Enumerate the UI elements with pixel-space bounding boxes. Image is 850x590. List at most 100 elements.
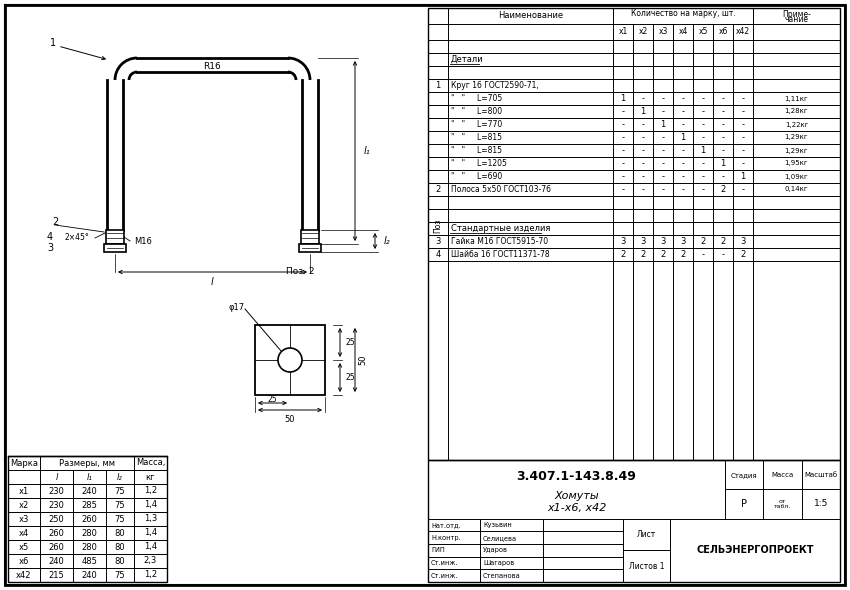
Text: 1: 1 (50, 38, 56, 48)
Text: -: - (741, 159, 745, 168)
Text: 1:5: 1:5 (813, 499, 828, 509)
Text: -: - (682, 159, 684, 168)
Text: -: - (701, 250, 705, 259)
Text: -: - (741, 146, 745, 155)
Text: -: - (621, 133, 625, 142)
Text: -: - (722, 172, 724, 181)
Text: -: - (722, 250, 724, 259)
Text: 1,4: 1,4 (144, 500, 157, 510)
Text: 485: 485 (82, 556, 98, 565)
Text: -: - (621, 120, 625, 129)
Text: R16: R16 (204, 63, 221, 71)
Text: Степанова: Степанова (483, 573, 521, 579)
Text: -: - (621, 107, 625, 116)
Text: -: - (642, 133, 644, 142)
Text: -: - (661, 133, 665, 142)
Bar (428, 460, 840, 582)
Text: 260: 260 (48, 529, 65, 537)
Text: 2×45°: 2×45° (65, 234, 89, 242)
Text: х2: х2 (638, 28, 648, 37)
Text: 1,95кг: 1,95кг (785, 160, 808, 166)
Text: -: - (661, 172, 665, 181)
Text: х6: х6 (19, 556, 29, 565)
Text: х2: х2 (19, 500, 29, 510)
Text: "   "     L=770: " " L=770 (451, 120, 502, 129)
Text: Количество на марку, шт.: Количество на марку, шт. (631, 9, 735, 18)
Text: 1: 1 (620, 94, 626, 103)
Text: 75: 75 (115, 500, 125, 510)
Text: 1,3: 1,3 (144, 514, 157, 523)
Text: l₂: l₂ (117, 473, 123, 481)
Bar (301, 230, 319, 244)
Text: 1,4: 1,4 (144, 542, 157, 552)
Text: "   "     L=690: " " L=690 (451, 172, 502, 181)
Text: х1: х1 (618, 28, 627, 37)
Text: Круг 16 ГОСТ2590-71,: Круг 16 ГОСТ2590-71, (451, 81, 539, 90)
Text: х1: х1 (19, 487, 29, 496)
Text: ГИП: ГИП (431, 548, 445, 553)
Text: 285: 285 (82, 500, 98, 510)
Text: -: - (701, 159, 705, 168)
Text: 75: 75 (115, 571, 125, 579)
Text: l: l (55, 473, 58, 481)
Text: Листов 1: Листов 1 (629, 562, 664, 571)
Text: х42: х42 (16, 571, 31, 579)
Text: -: - (722, 107, 724, 116)
Text: 280: 280 (82, 542, 98, 552)
Text: 1,2: 1,2 (144, 571, 157, 579)
Text: Хомуты: Хомуты (554, 491, 598, 502)
Text: 25: 25 (345, 373, 354, 382)
Text: 1: 1 (640, 107, 646, 116)
Text: 240: 240 (82, 571, 98, 579)
Text: 3: 3 (680, 237, 686, 246)
Text: Размеры, мм: Размеры, мм (59, 458, 115, 467)
Text: Н.контр.: Н.контр. (431, 535, 461, 540)
Text: "   "     L=815: " " L=815 (451, 146, 502, 155)
Text: -: - (701, 172, 705, 181)
Text: 2: 2 (660, 250, 666, 259)
Text: х4: х4 (19, 529, 29, 537)
Text: Р: Р (741, 499, 747, 509)
Text: -: - (722, 94, 724, 103)
Text: 1,2: 1,2 (144, 487, 157, 496)
Text: -: - (682, 185, 684, 194)
Text: 1: 1 (680, 133, 686, 142)
Text: -: - (701, 94, 705, 103)
Text: х1-х6, х42: х1-х6, х42 (547, 503, 606, 513)
Text: Лист: Лист (637, 530, 656, 539)
Text: 250: 250 (48, 514, 65, 523)
Text: Стандартные изделия: Стандартные изделия (451, 224, 551, 233)
Text: 1,29кг: 1,29кг (785, 135, 808, 140)
Text: -: - (642, 172, 644, 181)
Text: х6: х6 (718, 28, 728, 37)
Text: от
табл.: от табл. (774, 499, 791, 509)
Text: 3: 3 (660, 237, 666, 246)
Text: Селицева: Селицева (483, 535, 517, 540)
Text: 2: 2 (720, 185, 726, 194)
Text: х4: х4 (678, 28, 688, 37)
Text: 2: 2 (700, 237, 706, 246)
Text: кг: кг (145, 473, 156, 481)
Text: 1,28кг: 1,28кг (785, 109, 808, 114)
Text: чание: чание (785, 15, 808, 24)
Text: -: - (682, 107, 684, 116)
Text: Ст.инж.: Ст.инж. (431, 560, 458, 566)
Text: -: - (621, 159, 625, 168)
Text: l₁: l₁ (364, 146, 371, 156)
Circle shape (278, 348, 302, 372)
Text: l: l (211, 277, 214, 287)
Text: Ст.инж.: Ст.инж. (431, 573, 458, 579)
Text: х3: х3 (19, 514, 29, 523)
Text: 1: 1 (700, 146, 706, 155)
Text: -: - (661, 159, 665, 168)
Text: 3: 3 (620, 237, 626, 246)
Text: 2: 2 (620, 250, 626, 259)
Text: 4: 4 (435, 250, 440, 259)
Text: "   "     L=815: " " L=815 (451, 133, 502, 142)
Text: 0,14кг: 0,14кг (785, 186, 808, 192)
Text: Кузьвин: Кузьвин (483, 522, 512, 528)
Text: М16: М16 (134, 237, 152, 245)
Text: -: - (661, 185, 665, 194)
Text: 80: 80 (115, 542, 125, 552)
Text: -: - (682, 172, 684, 181)
